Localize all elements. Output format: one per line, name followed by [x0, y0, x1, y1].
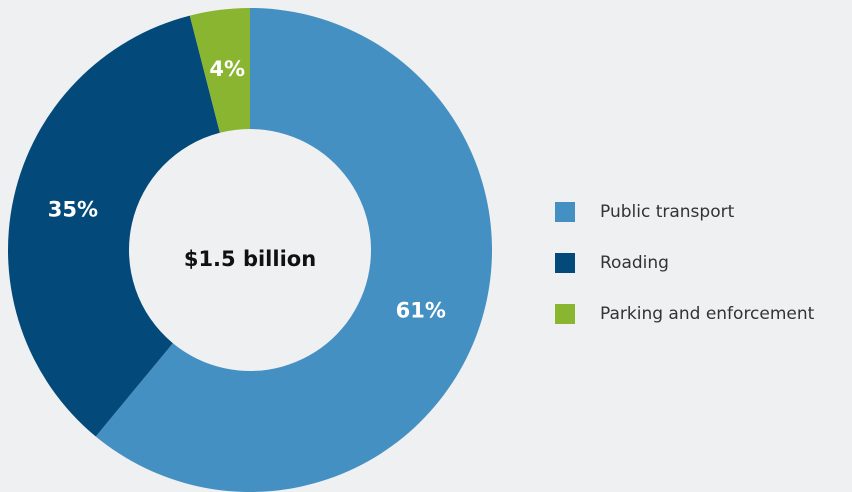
legend-swatch — [555, 304, 575, 324]
slice — [8, 15, 220, 437]
legend-swatch — [555, 253, 575, 273]
slice-label: 4% — [209, 57, 245, 81]
slice — [95, 8, 493, 492]
legend-label: Parking and enforcement — [600, 304, 815, 324]
slice-label: 35% — [48, 197, 98, 221]
legend-swatch — [555, 202, 575, 222]
slice — [189, 8, 250, 133]
legend-label: Public transport — [600, 202, 735, 222]
slice-label: 61% — [396, 298, 446, 322]
center-label: $1.5 billion — [184, 247, 316, 271]
legend-label: Roading — [600, 253, 669, 273]
